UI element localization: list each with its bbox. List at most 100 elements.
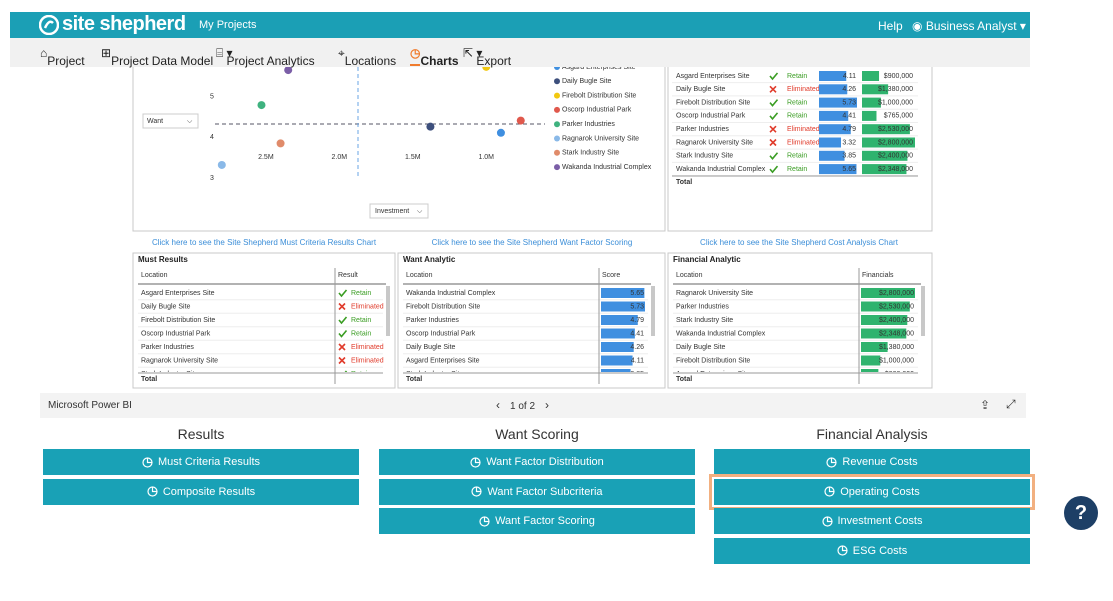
nav-item[interactable]: ⌂ Project — [40, 46, 85, 68]
chart-button[interactable]: Investment Costs — [714, 508, 1030, 534]
chart-icon — [824, 486, 835, 497]
nav-item[interactable]: ⇱ Export ▾ — [463, 46, 512, 68]
cell-location: Oscorp Industrial Park — [141, 330, 211, 337]
score-bar — [819, 110, 849, 121]
check-icon — [769, 152, 779, 161]
cell-result: Eliminated — [351, 303, 384, 310]
y-tick-label: 4 — [210, 134, 214, 141]
chart-button[interactable]: Composite Results — [43, 478, 359, 505]
powerbi-brand: Microsoft Power BI — [48, 400, 132, 411]
scatter-point — [516, 116, 525, 125]
check-icon — [769, 112, 779, 121]
legend-swatch — [554, 67, 560, 70]
cell-location: Parker Industries — [676, 126, 729, 133]
cell-location: Oscorp Industrial Park — [406, 330, 476, 337]
cell-location: Daily Bugle Site — [676, 344, 726, 351]
cell-location: Asgard Enterprises Site — [406, 357, 480, 364]
report-link[interactable]: Click here to see the Site Shepherd Want… — [432, 238, 633, 247]
legend-label: Daily Bugle Site — [562, 78, 612, 85]
cell-location: Daily Bugle Site — [406, 344, 456, 351]
cell-location: Wakanda Industrial Complex — [676, 166, 766, 173]
cell-financials: $765,000 — [884, 113, 913, 120]
cell-financials: $2,400,000 — [879, 317, 914, 324]
financial-bar — [861, 315, 908, 325]
check-icon — [338, 316, 348, 325]
total-label: Total — [676, 376, 692, 383]
cell-score: 4.79 — [842, 126, 856, 133]
nav-item-active[interactable]: ◷ Charts — [410, 46, 459, 68]
financial-bar — [862, 164, 907, 175]
cell-location: Asgard Enterprises Site — [676, 371, 750, 378]
expand-icon[interactable]: ⤢ — [1006, 397, 1016, 411]
chart-button[interactable]: ESG Costs — [714, 537, 1030, 564]
legend-label: Firebolt Distribution Site — [562, 92, 636, 99]
cell-result: Retain — [787, 166, 807, 173]
cell-location: Wakanda Industrial Complex — [676, 330, 766, 337]
section-title: Results — [177, 426, 225, 442]
financial-bar — [861, 328, 907, 339]
dropdown[interactable] — [369, 203, 429, 219]
brand: site shepherd — [62, 13, 186, 35]
report-link[interactable]: Click here to see the Site Shepherd Cost… — [700, 238, 899, 247]
nav-item[interactable]: ⊞ Project Data Model — [101, 46, 214, 68]
help-link[interactable]: Help — [878, 19, 903, 33]
help-button[interactable]: ? — [1064, 496, 1098, 530]
my-projects-link[interactable]: My Projects — [199, 19, 257, 31]
score-bar — [819, 124, 851, 135]
scatter-point — [257, 101, 266, 110]
chart-button[interactable]: Want Factor Distribution — [379, 449, 695, 475]
cell-location: Stark Industry Site — [676, 153, 733, 160]
cell-score: 3.85 — [630, 371, 644, 378]
section: Financial Analysis Revenue Costs Operating… — [709, 426, 1035, 564]
cross-icon — [338, 343, 346, 351]
scatter-point — [496, 128, 505, 137]
column-header: Score — [602, 272, 620, 279]
financial-bar — [861, 369, 879, 372]
cell-financials: $1,000,000 — [878, 99, 913, 106]
report-link[interactable]: Click here to see the Site Shepherd Must… — [152, 238, 377, 247]
cell-score: 4.11 — [631, 357, 644, 364]
score-bar — [601, 288, 645, 298]
x-tick-label: 1.0M — [478, 154, 494, 161]
dropdown[interactable] — [142, 113, 199, 129]
chart-button[interactable]: Want Factor Subcriteria — [379, 478, 695, 505]
score-bar — [819, 71, 847, 81]
financial-bar — [861, 342, 888, 352]
user-menu[interactable]: ◉ Business Analyst ▾ — [912, 19, 1026, 33]
legend-label: Parker Industries — [562, 121, 615, 128]
table-title: Want Analytic — [403, 255, 456, 264]
pager[interactable]: ‹ 1 of 2 › — [496, 398, 550, 412]
report: Asgard Enterprises Site Daily Bugle Site F… — [132, 59, 933, 389]
button-label: ESG Costs — [852, 544, 908, 557]
cell-financials: $2,800,000 — [878, 139, 913, 146]
cell-result: Retain — [787, 99, 807, 106]
cell-location: Asgard Enterprises Site — [676, 73, 750, 80]
chart-button[interactable]: Want Factor Scoring — [379, 508, 695, 534]
cell-result: Retain — [351, 371, 371, 378]
nav-item[interactable]: ⌖ Locations — [338, 46, 397, 68]
powerbi-footer: Microsoft Power BI ‹ 1 of 2 › ⇪ ⤢ — [40, 393, 1026, 418]
share-icon[interactable]: ⇪ — [980, 398, 991, 412]
nav-label: Charts — [420, 54, 459, 68]
legend-swatch — [554, 121, 560, 128]
cross-icon — [338, 356, 346, 365]
chart-button[interactable]: Revenue Costs — [714, 449, 1030, 475]
chart-button[interactable]: Must Criteria Results — [43, 449, 359, 475]
scrollbar — [921, 286, 925, 336]
cell-score: 3.85 — [842, 153, 856, 160]
cell-location: Firebolt Distribution Site — [676, 99, 750, 106]
cell-result: Retain — [351, 330, 371, 337]
cell-location: Stark Industry Site — [676, 317, 733, 324]
score-bar — [601, 355, 633, 366]
cell-score: 3.32 — [842, 139, 856, 146]
column-header: Location — [676, 272, 703, 279]
column-header: Location — [141, 272, 168, 279]
chart-button[interactable]: Operating Costs — [709, 473, 1035, 510]
legend-label: Asgard Enterprises Site — [562, 64, 636, 71]
cell-location: Ragnarok University Site — [141, 357, 218, 364]
nav-item[interactable]: ⌸ Project Analytics ▾ — [216, 46, 315, 68]
check-icon — [338, 329, 348, 338]
dropdown-label: Investment — [375, 208, 409, 215]
x-tick-label: 2.5M — [258, 154, 274, 161]
nav-bar: ⌂ Project ⊞ Project Data Model ⌸ Project… — [10, 38, 1030, 68]
